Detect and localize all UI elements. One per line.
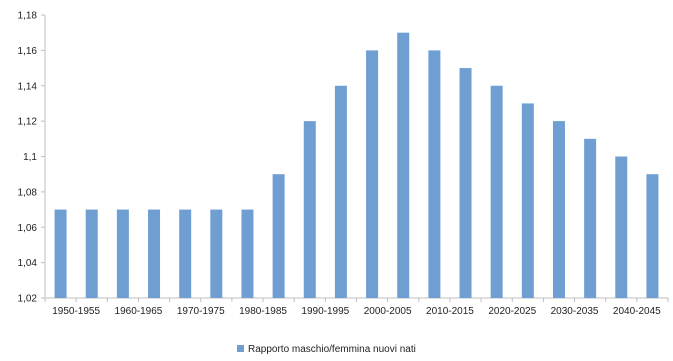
x-tick-label: 2030-2035 [551, 306, 599, 317]
legend-label: Rapporto maschio/femmina nuovi nati [248, 344, 416, 355]
bar-2045-2050 [646, 174, 659, 298]
bar-1985-1990 [272, 174, 285, 298]
x-tick-label: 2010-2015 [426, 306, 474, 317]
bar-2010-2015 [428, 50, 441, 298]
bar-2030-2035 [552, 121, 565, 298]
y-tick-label: 1,1 [23, 152, 37, 163]
bar-series [54, 32, 659, 298]
y-axis-ticks: 1,02 1,04 1,06 1,08 1,1 1,12 1,14 1,16 1,18 [18, 11, 45, 305]
bar-1970-1975 [179, 209, 192, 298]
y-tick-label: 1,06 [18, 223, 38, 234]
y-tick-label: 1,12 [18, 117, 38, 128]
y-tick-label: 1,04 [18, 258, 38, 269]
x-axis-ticks: 1950-1955 1960-1965 1970-1975 1980-1985 1990… [44, 298, 669, 317]
x-tick-label: 2040-2045 [613, 306, 661, 317]
y-tick-label: 1,14 [18, 81, 38, 92]
legend-swatch [237, 345, 244, 352]
bar-2020-2025 [490, 85, 503, 298]
bar-2025-2030 [521, 103, 534, 298]
y-tick-label: 1,18 [18, 11, 38, 22]
bar-2040-2045 [615, 156, 628, 298]
x-tick-label: 2000-2005 [364, 306, 412, 317]
y-tick-label: 1,16 [18, 46, 38, 57]
bar-1980-1985 [241, 209, 254, 298]
x-tick-label: 1950-1955 [52, 306, 100, 317]
bar-2000-2005 [366, 50, 379, 298]
x-tick-label: 1980-1985 [239, 306, 287, 317]
bar-1965-1970 [148, 209, 161, 298]
bar-1950-1955 [54, 209, 67, 298]
x-tick-label: 1960-1965 [115, 306, 163, 317]
x-tick-label: 1970-1975 [177, 306, 225, 317]
x-tick-label: 1990-1995 [301, 306, 349, 317]
y-tick-label: 1,02 [18, 294, 38, 305]
bar-2035-2040 [584, 138, 597, 298]
x-tick-label: 2020-2025 [488, 306, 536, 317]
legend: Rapporto maschio/femmina nuovi nati [237, 344, 416, 355]
bar-1995-2000 [334, 85, 347, 298]
y-tick-label: 1,08 [18, 187, 38, 198]
bar-2005-2010 [397, 32, 410, 298]
bar-2015-2020 [459, 68, 472, 298]
bar-1960-1965 [116, 209, 129, 298]
bar-1975-1980 [210, 209, 223, 298]
bar-1990-1995 [303, 121, 316, 298]
bar-1955-1960 [85, 209, 98, 298]
